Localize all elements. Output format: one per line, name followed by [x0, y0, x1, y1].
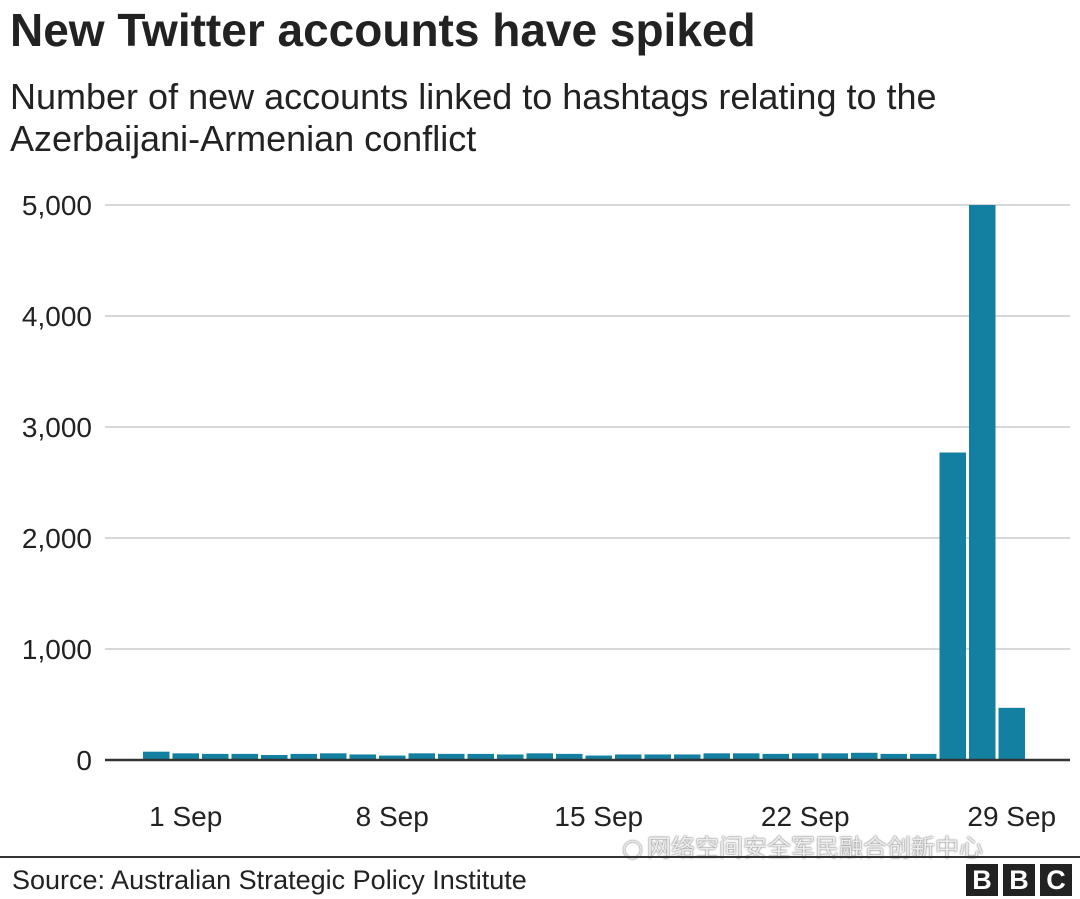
bbc-logo-letter: C: [1040, 864, 1072, 896]
x-tick-label: 15 Sep: [554, 801, 643, 832]
y-tick-label: 5,000: [22, 190, 92, 221]
x-tick-label: 8 Sep: [356, 801, 429, 832]
wechat-icon: ○: [622, 834, 643, 862]
bbc-logo-letter: B: [966, 864, 998, 896]
y-tick-label: 2,000: [22, 523, 92, 554]
bar: [231, 753, 258, 760]
bar: [408, 753, 435, 760]
bar: [438, 753, 465, 760]
bar: [939, 452, 966, 760]
y-tick-label: 0: [76, 745, 92, 776]
bar: [497, 754, 524, 760]
bar: [320, 753, 347, 760]
gridlines: [105, 204, 1070, 650]
source-note: Source: Australian Strategic Policy Inst…: [12, 865, 527, 895]
chart-subtitle: Number of new accounts linked to hashtag…: [10, 76, 937, 159]
wechat-watermark: ○ 网络空间安全军民融合创新中心: [622, 833, 983, 863]
bar: [792, 753, 819, 760]
bar: [733, 753, 760, 760]
x-tick-label: 1 Sep: [149, 801, 222, 832]
bar: [910, 753, 937, 760]
bar: [261, 755, 288, 760]
bar: [526, 753, 553, 760]
bar: [644, 754, 671, 760]
bbc-logo-letter: B: [1003, 864, 1035, 896]
y-axis-tick-labels: 0 1,000 2,000 3,000 4,000 5,000: [22, 190, 92, 776]
footer-divider: [0, 856, 1080, 858]
bar: [615, 754, 642, 760]
bar: [585, 755, 612, 760]
chart-title: New Twitter accounts have spiked: [10, 4, 756, 56]
bbc-logo: B B C: [966, 864, 1072, 896]
x-axis-tick-labels: 1 Sep 8 Sep 15 Sep 22 Sep 29 Sep: [149, 801, 1056, 832]
bar-chart: 0 1,000 2,000 3,000 4,000 5,000 1 Sep 8 Sep 15 …: [22, 190, 1070, 832]
y-tick-label: 3,000: [22, 412, 92, 443]
bar: [880, 753, 907, 760]
bar: [202, 753, 229, 760]
bar: [851, 752, 878, 760]
bar: [143, 751, 170, 760]
bar: [998, 707, 1025, 760]
bar: [969, 205, 996, 760]
bar: [762, 753, 789, 760]
bar: [172, 753, 199, 760]
x-tick-label: 29 Sep: [967, 801, 1056, 832]
x-tick-label: 22 Sep: [761, 801, 850, 832]
bars: [143, 205, 1025, 760]
bar: [349, 754, 376, 760]
y-tick-label: 4,000: [22, 301, 92, 332]
bar: [379, 755, 406, 760]
bar: [674, 754, 701, 760]
bar: [556, 753, 583, 760]
bar: [703, 753, 730, 760]
y-tick-label: 1,000: [22, 634, 92, 665]
bar: [821, 753, 848, 760]
bar: [290, 753, 317, 760]
bar: [467, 753, 494, 760]
